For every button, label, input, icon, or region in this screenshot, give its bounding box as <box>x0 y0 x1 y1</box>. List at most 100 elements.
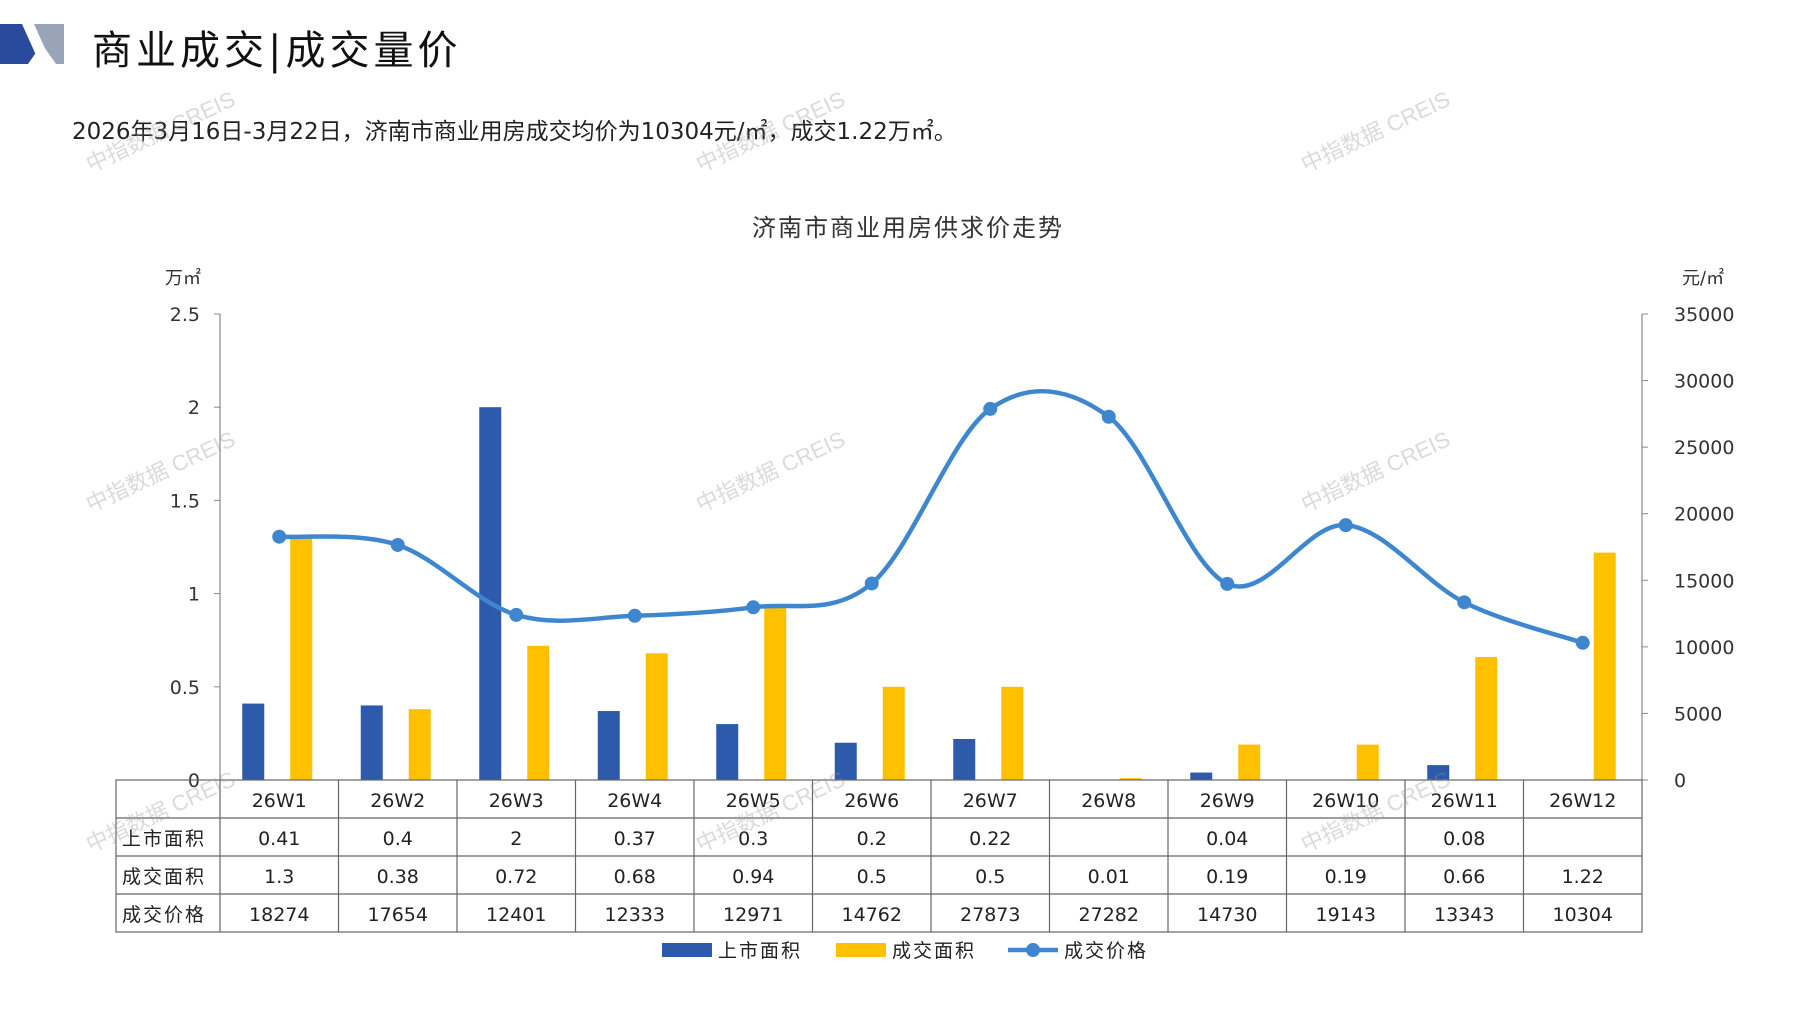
y-right-tick-label: 35000 <box>1674 304 1734 326</box>
y-left-tick-label: 0.5 <box>170 677 200 699</box>
data-label: 18274 <box>249 904 309 926</box>
traded-area-bar <box>408 709 431 780</box>
y-left-tick-label: 0 <box>188 770 200 792</box>
legend-traded-swatch <box>836 943 886 957</box>
price-point <box>1101 409 1116 424</box>
logo-white-cut <box>22 24 52 64</box>
category-label: 26W6 <box>844 790 899 812</box>
data-label: 0.41 <box>258 828 300 850</box>
data-label: 0.72 <box>495 866 537 888</box>
category-label: 26W11 <box>1431 790 1498 812</box>
data-label: 14762 <box>842 904 902 926</box>
data-label: 0.37 <box>614 828 656 850</box>
summary-text: 2026年3月16日-3月22日，济南市商业用房成交均价为10304元/㎡，成交… <box>72 119 957 145</box>
listed-area-bar <box>479 407 502 780</box>
data-label: 12333 <box>605 904 665 926</box>
price-point <box>746 600 761 615</box>
listed-area-bar <box>716 724 739 780</box>
data-label: 0.5 <box>975 866 1005 888</box>
listed-area-bar <box>834 742 857 780</box>
traded-area-bar <box>1475 656 1498 780</box>
table-row-label: 成交价格 <box>122 904 206 926</box>
traded-area-bar <box>527 645 550 780</box>
category-label: 26W8 <box>1081 790 1136 812</box>
listed-area-bar <box>597 711 620 780</box>
data-label: 0.01 <box>1088 866 1130 888</box>
category-label: 26W4 <box>607 790 662 812</box>
data-label: 0.38 <box>377 866 419 888</box>
listed-area-bar <box>360 705 383 780</box>
legend-price-marker <box>1026 943 1040 957</box>
y-right-tick-label: 25000 <box>1674 437 1734 459</box>
data-label: 1.3 <box>264 866 294 888</box>
listed-area-bar <box>953 738 976 780</box>
category-label: 26W1 <box>252 790 307 812</box>
data-label: 0.94 <box>732 866 774 888</box>
y-left-tick-label: 1.5 <box>170 490 200 512</box>
price-point <box>983 401 998 416</box>
category-label: 26W9 <box>1200 790 1255 812</box>
price-point <box>509 607 524 622</box>
data-label: 0.22 <box>969 828 1011 850</box>
price-point <box>272 529 287 544</box>
y-left-tick-label: 2 <box>188 397 200 419</box>
traded-area-bar <box>882 686 905 780</box>
listed-area-bar <box>1427 765 1450 780</box>
traded-area-bar <box>1356 744 1379 780</box>
price-point <box>627 608 642 623</box>
price-line <box>277 388 1585 646</box>
category-label: 26W3 <box>489 790 544 812</box>
price-point <box>1338 518 1353 533</box>
traded-area-bar <box>1238 744 1261 780</box>
chart-title: 济南市商业用房供求价走势 <box>752 214 1064 242</box>
data-label: 0.4 <box>383 828 413 850</box>
data-label: 12971 <box>723 904 783 926</box>
table-row-label: 成交面积 <box>122 866 206 888</box>
legend-listed-label: 上市面积 <box>718 940 802 962</box>
price-point <box>1575 635 1590 650</box>
data-label: 13343 <box>1434 904 1494 926</box>
category-label: 26W12 <box>1549 790 1616 812</box>
data-label: 0.08 <box>1443 828 1485 850</box>
header-logo <box>0 24 64 64</box>
y-right-tick-label: 30000 <box>1674 371 1734 393</box>
y-right-tick-label: 15000 <box>1674 570 1734 592</box>
page-title: 商业成交|成交量价 <box>92 28 462 74</box>
category-label: 26W5 <box>726 790 781 812</box>
table-row-label: 上市面积 <box>122 828 206 850</box>
data-label: 12401 <box>486 904 546 926</box>
legend-traded-label: 成交面积 <box>892 940 976 962</box>
y-right-tick-label: 20000 <box>1674 504 1734 526</box>
data-label: 0.2 <box>857 828 887 850</box>
data-label: 0.68 <box>614 866 656 888</box>
category-label: 26W2 <box>370 790 425 812</box>
price-point <box>1220 576 1235 591</box>
y-right-tick-label: 5000 <box>1674 703 1722 725</box>
data-label: 10304 <box>1553 904 1613 926</box>
y-left-tick-label: 1 <box>188 584 200 606</box>
legend-price-label: 成交价格 <box>1064 940 1148 962</box>
data-label: 27873 <box>960 904 1020 926</box>
data-label: 27282 <box>1079 904 1139 926</box>
data-label: 1.22 <box>1562 866 1604 888</box>
traded-area-bar <box>290 537 313 780</box>
category-label: 26W10 <box>1312 790 1379 812</box>
data-label: 0.3 <box>738 828 768 850</box>
listed-area-bar <box>1190 772 1213 780</box>
data-label: 0.19 <box>1206 866 1248 888</box>
y-right-unit: 元/㎡ <box>1682 267 1724 289</box>
y-right-tick-label: 10000 <box>1674 637 1734 659</box>
y-left-unit: 万㎡ <box>165 267 201 289</box>
data-label: 0.04 <box>1206 828 1248 850</box>
y-right-tick-label: 0 <box>1674 770 1686 792</box>
price-point <box>1457 595 1472 610</box>
price-point <box>390 537 405 552</box>
traded-area-bar <box>645 653 668 780</box>
legend-listed-swatch <box>662 943 712 957</box>
data-label: 19143 <box>1316 904 1376 926</box>
data-label: 14730 <box>1197 904 1257 926</box>
data-label: 0.66 <box>1443 866 1485 888</box>
category-label: 26W7 <box>963 790 1018 812</box>
traded-area-bar <box>764 604 787 780</box>
